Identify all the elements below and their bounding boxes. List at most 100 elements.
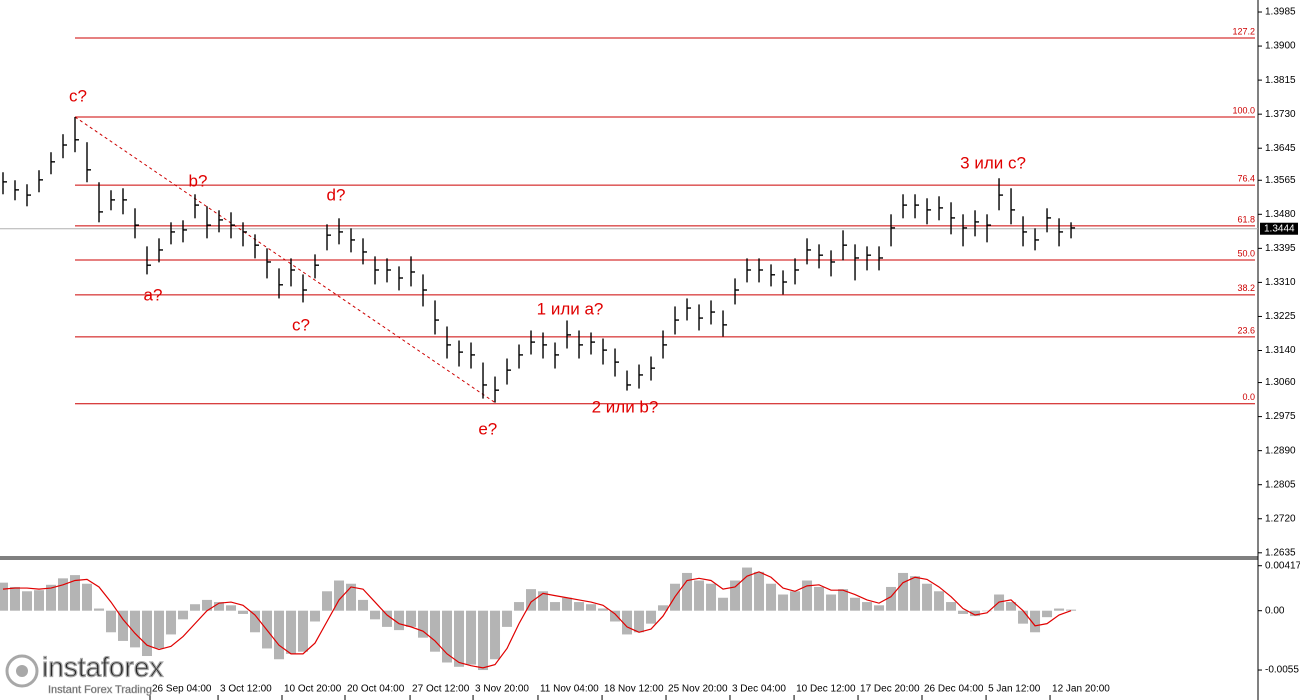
x-tick-label: 25 Nov 20:00	[668, 684, 728, 695]
y-tick-label: 1.3060	[1265, 377, 1296, 388]
macd-bar	[610, 610, 621, 622]
fib-label: 127.2	[1232, 26, 1255, 36]
y-tick-label: 1.2720	[1265, 513, 1296, 524]
macd-bar	[250, 610, 261, 633]
macd-bar	[790, 591, 801, 611]
wave-label: 1 или a?	[537, 300, 604, 319]
macd-bar	[718, 597, 729, 611]
fib-label: 76.4	[1237, 173, 1255, 183]
fib-label: 23.6	[1237, 325, 1255, 335]
y-tick-label: 1.2890	[1265, 445, 1296, 456]
y-tick-label: 1.3565	[1265, 175, 1296, 186]
macd-bar	[370, 610, 381, 620]
watermark-tagline: Instant Forex Trading	[48, 684, 152, 696]
wave-label: d?	[327, 185, 346, 204]
macd-bar	[238, 610, 249, 614]
macd-bar	[1054, 608, 1065, 611]
macd-bar	[394, 610, 405, 631]
wave-label: c?	[69, 86, 87, 105]
y-tick-label: 1.2975	[1265, 411, 1296, 422]
macd-bar	[898, 572, 909, 611]
watermark-logo	[5, 654, 39, 688]
macd-bar	[190, 604, 201, 611]
y-tick-label: 1.3985	[1265, 7, 1296, 18]
macd-bar	[958, 610, 969, 614]
macd-bar	[406, 610, 417, 627]
macd-bar	[634, 610, 645, 633]
y-tick-label: -0.0055	[1265, 665, 1299, 676]
macd-bar	[106, 610, 117, 633]
macd-bar	[826, 594, 837, 611]
signal-line	[2, 571, 1072, 669]
macd-bar	[382, 610, 393, 627]
macd-bar	[754, 571, 765, 611]
wave-label: a?	[144, 286, 163, 305]
last-price-box	[1260, 222, 1298, 235]
fib-label: 100.0	[1232, 105, 1255, 115]
macd-bar	[466, 610, 477, 665]
macd-bar	[46, 584, 57, 611]
trend-line	[74, 116, 496, 403]
macd-bar	[490, 610, 501, 660]
macd-bar	[226, 605, 237, 611]
y-tick-label: 1.3140	[1265, 345, 1296, 356]
macd-bar	[886, 586, 897, 611]
macd-bar	[298, 610, 309, 652]
x-tick-label: 27 Oct 12:00	[412, 684, 470, 695]
macd-bar	[526, 589, 537, 611]
macd-bar	[322, 591, 333, 611]
x-tick-label: 20 Oct 04:00	[347, 684, 405, 695]
macd-bar	[934, 591, 945, 611]
macd-bar	[598, 608, 609, 611]
macd-bar	[838, 589, 849, 611]
macd-bar	[130, 610, 141, 648]
y-tick-label: 1.3310	[1265, 277, 1296, 288]
y-tick-label: 1.2635	[1265, 547, 1296, 558]
price-bars	[2, 116, 1076, 403]
wave-label: 2 или b?	[592, 397, 659, 416]
y-tick-label: 1.3395	[1265, 243, 1296, 254]
fib-label: 50.0	[1237, 248, 1255, 258]
x-tick-label: 11 Nov 04:00	[540, 684, 599, 695]
macd-bar	[1042, 610, 1053, 618]
macd-bar	[0, 582, 9, 611]
macd-bar	[442, 610, 453, 663]
macd-bar	[34, 590, 45, 611]
y-tick-label: 1.3900	[1265, 41, 1296, 52]
macd-bar	[766, 583, 777, 611]
y-tick-label: 1.3645	[1265, 143, 1296, 154]
y-tick-label: 1.3730	[1265, 109, 1296, 120]
x-tick-label: 26 Sep 04:00	[152, 684, 212, 695]
wave-label: e?	[478, 419, 497, 438]
macd-bar	[346, 583, 357, 611]
x-tick-label: 3 Oct 12:00	[220, 684, 272, 695]
macd-bar	[118, 610, 129, 641]
macd-bar	[814, 586, 825, 611]
x-tick-label: 10 Oct 20:00	[284, 684, 342, 695]
macd-bar	[574, 602, 585, 611]
macd-bar	[454, 610, 465, 667]
x-tick-label: 12 Jan 20:00	[1052, 684, 1110, 695]
macd-bar	[502, 610, 513, 627]
watermark: instaforex Instant Forex Trading	[5, 651, 164, 696]
macd-bar	[154, 610, 165, 649]
macd-bar	[946, 602, 957, 611]
macd-bar	[1006, 602, 1017, 611]
macd-bar	[274, 610, 285, 660]
macd-bar	[178, 610, 189, 620]
macd-bar	[646, 610, 657, 624]
macd-bar	[682, 572, 693, 611]
wave-label: 3 или c?	[960, 153, 1026, 172]
x-tick-label: 5 Jan 12:00	[988, 684, 1041, 695]
macd-bar	[1030, 610, 1041, 633]
macd-bar	[874, 605, 885, 611]
x-tick-label: 18 Nov 12:00	[604, 684, 664, 695]
macd-bar	[1018, 610, 1029, 624]
macd-bar	[478, 610, 489, 671]
fib-label: 38.2	[1237, 283, 1255, 293]
macd-bar	[418, 610, 429, 638]
macd-bar	[166, 610, 177, 635]
macd-bar	[22, 591, 33, 611]
